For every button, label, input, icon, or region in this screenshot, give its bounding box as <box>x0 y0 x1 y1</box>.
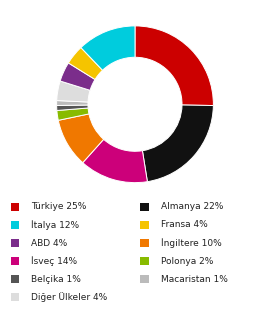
Text: Macaristan 1%: Macaristan 1% <box>161 275 228 283</box>
Wedge shape <box>68 48 103 80</box>
Text: Belçika 1%: Belçika 1% <box>31 275 81 283</box>
Text: İngiltere 10%: İngiltere 10% <box>161 238 221 248</box>
Wedge shape <box>57 100 88 106</box>
Text: Polonya 2%: Polonya 2% <box>161 257 213 265</box>
Wedge shape <box>83 139 147 183</box>
Wedge shape <box>57 105 88 111</box>
Text: Türkiye 25%: Türkiye 25% <box>31 203 86 211</box>
Wedge shape <box>143 105 213 182</box>
Text: Almanya 22%: Almanya 22% <box>161 203 223 211</box>
Wedge shape <box>135 26 213 106</box>
Text: İsveç 14%: İsveç 14% <box>31 256 77 266</box>
Wedge shape <box>60 63 95 90</box>
Text: Diğer Ülkeler 4%: Diğer Ülkeler 4% <box>31 292 107 302</box>
Text: ABD 4%: ABD 4% <box>31 239 67 247</box>
Text: İtalya 12%: İtalya 12% <box>31 220 79 230</box>
Text: Fransa 4%: Fransa 4% <box>161 221 207 229</box>
Wedge shape <box>57 81 90 102</box>
Wedge shape <box>57 108 89 120</box>
Wedge shape <box>58 114 104 163</box>
Wedge shape <box>81 26 135 70</box>
